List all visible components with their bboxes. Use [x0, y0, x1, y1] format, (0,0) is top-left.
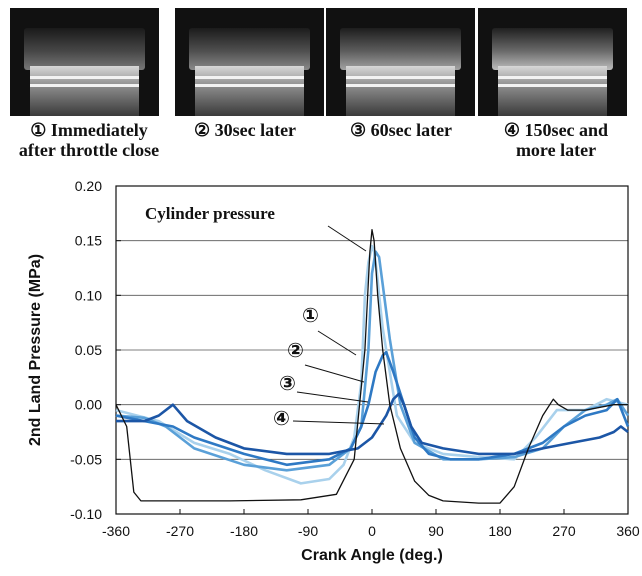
annotation-marker-2: ②: [287, 338, 304, 362]
piston-image: [498, 66, 607, 116]
annotation-marker-1: ①: [302, 303, 319, 327]
y-tick-label: 0.15: [75, 233, 102, 249]
annotation-marker-3: ③: [279, 371, 296, 395]
engine-photo-3: [326, 8, 475, 116]
x-tick-label: 180: [488, 523, 512, 539]
plot-frame: [115, 185, 629, 515]
piston-ring: [498, 84, 607, 87]
piston-ring: [195, 84, 304, 87]
x-tick-label: -90: [298, 523, 318, 539]
piston-ring: [346, 76, 455, 79]
engine-photo-1: [10, 8, 159, 116]
annotation-leader: [292, 420, 385, 425]
photo-caption-3: ③ 60sec later: [326, 120, 476, 140]
x-tick-label: -180: [230, 523, 258, 539]
piston-ring: [498, 76, 607, 79]
annotation-leader: [317, 330, 357, 356]
caption-line: ③ 60sec later: [349, 120, 453, 140]
piston-ring: [30, 84, 139, 87]
caption-line: ② 30sec later: [193, 120, 297, 140]
annotation-marker-4: ④: [273, 406, 290, 430]
caption-line: ④ 150sec and: [503, 120, 609, 140]
piston-image: [346, 66, 455, 116]
x-tick-label: 0: [368, 523, 376, 539]
series-line: [116, 392, 629, 456]
x-tick-label: 90: [428, 523, 444, 539]
piston-ring: [195, 76, 304, 79]
y-tick-label: -0.05: [70, 451, 102, 467]
annotation-leader: [304, 364, 365, 383]
combustion-glow: [492, 28, 613, 70]
series-line: [115, 350, 630, 467]
y-tick-label: 0.20: [75, 178, 102, 194]
engine-photo-4: [478, 8, 627, 116]
piston-image: [30, 66, 139, 116]
x-tick-label: 360: [616, 523, 640, 539]
caption-line: after throttle close: [18, 140, 160, 160]
piston-ring: [346, 84, 455, 87]
caption-line: more later: [515, 140, 597, 160]
photo-caption-4: ④ 150sec and more later: [476, 120, 636, 160]
piston-ring: [30, 76, 139, 79]
y-tick-label: 0.05: [75, 342, 102, 358]
combustion-glow: [340, 28, 461, 70]
annotation-leader: [296, 391, 369, 403]
annotation-leader: [327, 225, 367, 252]
x-tick-label: 270: [552, 523, 576, 539]
x-axis-label: Crank Angle (deg.): [301, 547, 443, 564]
series-line: [115, 229, 628, 504]
combustion-glow: [24, 28, 145, 70]
y-tick-label: 0.00: [75, 397, 102, 413]
caption-line: ① Immediately: [30, 120, 148, 140]
x-tick-label: -270: [166, 523, 194, 539]
y-tick-label: 0.10: [75, 287, 102, 303]
x-tick-label: -360: [102, 523, 130, 539]
photo-caption-2: ② 30sec later: [170, 120, 320, 140]
annotation-cylinder-pressure: Cylinder pressure: [145, 204, 275, 223]
photo-caption-1: ① Immediately after throttle close: [0, 120, 178, 160]
engine-photo-2: [175, 8, 324, 116]
combustion-glow: [189, 28, 310, 70]
y-axis-label: 2nd Land Pressure (MPa): [27, 254, 44, 446]
y-tick-label: -0.10: [70, 506, 102, 522]
piston-image: [195, 66, 304, 116]
